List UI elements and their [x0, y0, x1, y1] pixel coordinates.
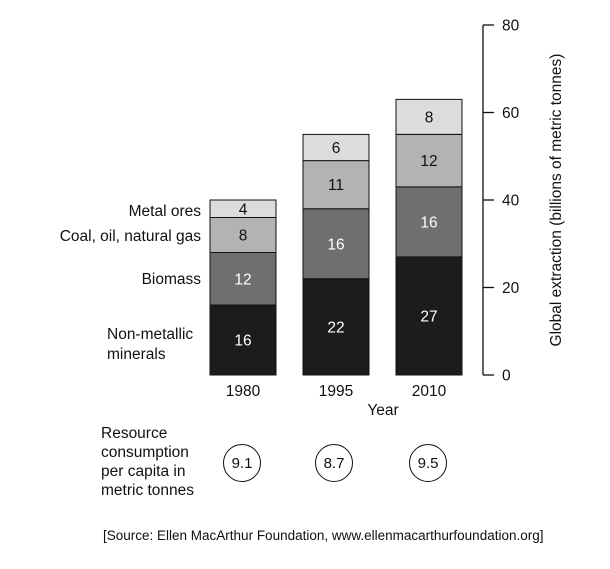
y-tick-label-40: 40 [502, 193, 520, 210]
rc-value-2010: 9.5 [409, 444, 447, 482]
y-axis: 0 20 40 60 80 [482, 18, 520, 385]
resource-consumption-label: Resource consumption per capita in metri… [101, 424, 194, 500]
x-axis-label: Year [367, 402, 398, 419]
data-label-coal-oil-natural-gas-1980: 8 [239, 228, 248, 245]
data-label-metal-ores-2010: 8 [425, 109, 434, 126]
rc-label-line-1: Resource [101, 425, 168, 442]
legend-label-metal-ores: Metal ores [129, 203, 202, 220]
rc-label-line-2: consumption [101, 444, 189, 461]
data-label-non-metallic-minerals-1995: 22 [327, 319, 344, 336]
bars-group: 16 12 8 4 22 16 11 6 27 16 12 8 [209, 98, 463, 376]
y-tick-label-0: 0 [502, 368, 511, 385]
source-note: [Source: Ellen MacArthur Foundation, www… [103, 528, 544, 543]
data-label-biomass-1980: 12 [234, 271, 251, 288]
data-label-metal-ores-1995: 6 [332, 140, 341, 157]
bar-segment-non-metallic-minerals-2010 [395, 256, 463, 376]
bar-segment-biomass-1995 [302, 208, 370, 280]
bar-segment-metal-ores-1980 [209, 199, 277, 218]
data-label-coal-oil-natural-gas-2010: 12 [420, 153, 437, 170]
bar-segment-biomass-1980 [209, 252, 277, 306]
x-tick-label-1995: 1995 [319, 383, 353, 400]
y-tick-label-80: 80 [502, 18, 520, 35]
rc-value-1995: 8.7 [315, 444, 353, 482]
bar-segment-coal-oil-natural-gas-1995 [302, 160, 370, 210]
x-tick-label-2010: 2010 [412, 383, 447, 400]
legend-label-coal-oil-gas: Coal, oil, natural gas [60, 228, 202, 245]
bar-segment-non-metallic-minerals-1980 [209, 304, 277, 376]
rc-value-1980: 9.1 [223, 444, 261, 482]
data-label-metal-ores-1980: 4 [239, 201, 248, 218]
bar-segment-biomass-2010 [395, 186, 463, 258]
legend-label-biomass: Biomass [142, 271, 202, 288]
y-axis-label: Global extraction (billions of metric to… [548, 54, 565, 347]
bar-segment-metal-ores-1995 [302, 133, 370, 162]
data-label-biomass-2010: 16 [420, 214, 437, 231]
bar-segment-metal-ores-2010 [395, 98, 463, 135]
data-label-coal-oil-natural-gas-1995: 11 [328, 177, 344, 194]
y-tick-label-20: 20 [502, 280, 520, 297]
legend-label-non-metallic: Non-metallic [107, 326, 193, 343]
rc-label-line-3: per capita in [101, 463, 186, 480]
legend-label-minerals: minerals [107, 346, 166, 363]
x-tick-labels: 1980 1995 2010 [226, 383, 447, 400]
y-tick-label-60: 60 [502, 105, 520, 122]
x-tick-label-1980: 1980 [226, 383, 261, 400]
data-label-non-metallic-minerals-2010: 27 [420, 308, 437, 325]
bar-segment-non-metallic-minerals-1995 [302, 278, 370, 376]
data-label-non-metallic-minerals-1980: 16 [234, 333, 251, 350]
rc-label-line-4: metric tonnes [101, 482, 195, 499]
data-label-biomass-1995: 16 [327, 236, 344, 253]
